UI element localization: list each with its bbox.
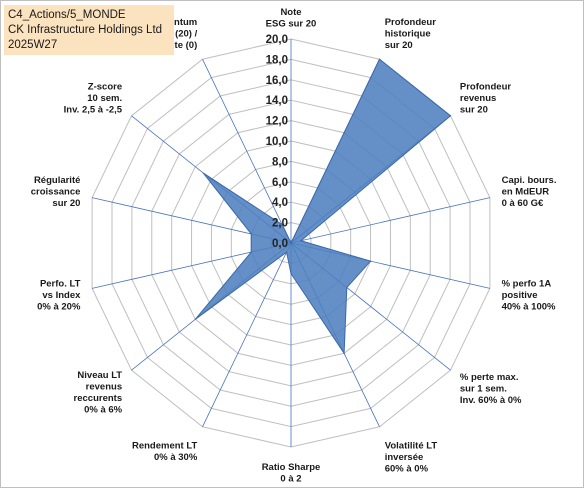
axis-spoke (202, 242, 292, 427)
axis-label: Profondeur revenus sur 20 (460, 81, 511, 115)
axis-label: Ratio Sharpe 0 à 2 (262, 462, 321, 485)
tick-label: 0,0 (272, 238, 288, 250)
tick-label: 8,0 (272, 156, 288, 168)
tick-label: 14,0 (266, 95, 288, 107)
chart-header: C4_Actions/5_MONDE CK Infrastructure Hol… (4, 5, 174, 55)
radial-tick-labels: 0,0 2,0 4,0 6,0 8,0 10,0 12,0 14,0 16,0 18,0 20,0 (266, 34, 288, 250)
tick-label: 6,0 (272, 177, 288, 189)
header-week: 2025W27 (8, 39, 58, 51)
tick-label: 20,0 (266, 34, 288, 46)
series-area (194, 58, 452, 355)
axis-label: Rendement LT 0% à 30% (132, 441, 198, 464)
axis-label: Régularité croissance sur 20 (31, 175, 81, 209)
series-point (285, 251, 288, 253)
series-point (369, 260, 372, 262)
axis-label: Niveau LT revenus reccurents 0% à 6% (74, 370, 123, 416)
series-point (300, 240, 302, 242)
series-point (378, 58, 381, 60)
axis-label: Perfo. LT vs Index 0% à 20% (37, 279, 81, 313)
series-point (343, 352, 345, 354)
header-category: C4_Actions/5_MONDE (8, 9, 126, 21)
series-point (250, 233, 252, 235)
series-point (290, 273, 292, 275)
series-point (194, 318, 196, 320)
series-point (250, 251, 252, 253)
series-point (202, 172, 204, 174)
axis-label: Profondeur historique sur 20 (385, 17, 436, 51)
axis-spoke (202, 59, 292, 244)
tick-label: 10,0 (266, 136, 288, 148)
axis-label: Z-score 10 sem. Inv. 2,5 à -2,5 (64, 81, 123, 115)
radar-series (194, 58, 452, 355)
tick-label: 12,0 (266, 116, 288, 128)
header-company: CK Infrastructure Holdings Ltd (8, 24, 163, 36)
tick-label: 16,0 (266, 75, 288, 87)
series-point (290, 242, 292, 244)
tick-label: 4,0 (272, 197, 288, 209)
series-point (346, 286, 348, 289)
axis-label: Volatilité LT inversée 60% à 0% (385, 441, 438, 475)
axis-label: % perte max. sur 1 sem. Inv. 60% à 0% (460, 372, 522, 406)
axis-label: % perfo 1A positive 40% à 100% (502, 279, 556, 313)
tick-label: 18,0 (266, 54, 288, 66)
series-point (281, 224, 283, 226)
axis-label: Note ESG sur 20 (266, 7, 317, 30)
series-point (449, 115, 452, 117)
tick-label: 2,0 (272, 218, 288, 230)
axis-label: Capi. bours. en MdEUR 0 à 60 G€ (502, 175, 557, 209)
axis-spoke (290, 197, 490, 244)
